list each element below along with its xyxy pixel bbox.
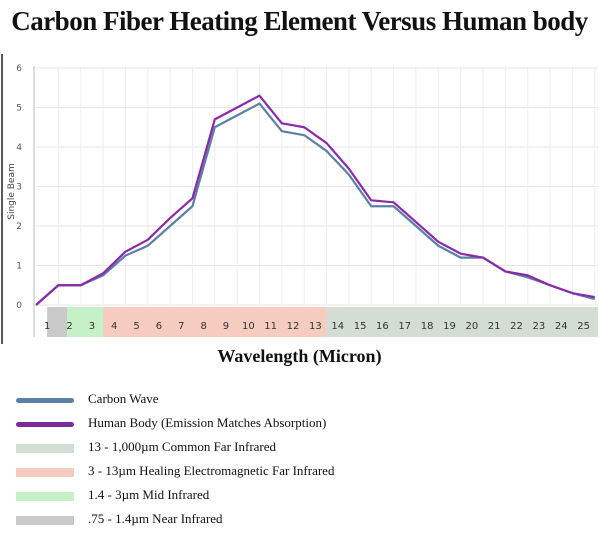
legend-label: Carbon Wave	[88, 391, 159, 406]
x-tick-label: 18	[421, 321, 434, 332]
x-tick-label: 25	[577, 321, 590, 332]
band-1	[67, 307, 104, 337]
legend-swatch	[16, 468, 74, 477]
chart-series	[35, 94, 596, 306]
x-tick-label: 10	[242, 321, 255, 332]
x-axis-label: Wavelength (Micron)	[217, 346, 382, 366]
y-tick-label: 1	[16, 262, 22, 272]
x-tick-label: 20	[465, 321, 478, 332]
legend-swatch	[16, 422, 74, 427]
x-tick-label: 6	[156, 321, 162, 332]
y-axis-label: Single Beam	[7, 163, 17, 220]
legend-label: 1.4 - 3µm Mid Infrared	[88, 487, 210, 502]
y-tick-label: 4	[16, 143, 22, 153]
x-tick-label: 9	[223, 321, 229, 332]
x-tick-label: 11	[264, 321, 277, 332]
y-tick-label: 2	[16, 222, 22, 232]
chart-title: Carbon Fiber Heating Element Versus Huma…	[11, 6, 588, 36]
legend-swatch	[16, 398, 74, 403]
legend-swatch	[16, 492, 74, 501]
x-tick-label: 15	[354, 321, 367, 332]
x-tick-label: 22	[510, 321, 523, 332]
band-2	[103, 307, 327, 337]
x-tick-label: 3	[89, 321, 95, 332]
chart-grid	[36, 66, 598, 306]
x-tick-label: 21	[488, 321, 501, 332]
series-line-1	[35, 94, 595, 306]
legend-label: 13 - 1,000µm Common Far Infrared	[88, 439, 277, 454]
x-tick-label: 2	[66, 321, 72, 332]
x-tick-label: 14	[331, 321, 344, 332]
x-tick-label: 1	[44, 321, 50, 332]
x-tick-label: 17	[398, 321, 411, 332]
x-tick-label: 19	[443, 321, 456, 332]
legend-label: Human Body (Emission Matches Absorption)	[88, 415, 327, 430]
legend-label: 3 - 13µm Healing Electromagnetic Far Inf…	[88, 463, 335, 478]
x-tick-label: 8	[200, 321, 206, 332]
series-line-0	[35, 102, 596, 306]
x-tick-label: 7	[178, 321, 184, 332]
legend-swatch	[16, 516, 74, 525]
x-tick-label: 23	[533, 321, 546, 332]
chart-axes	[1, 54, 35, 344]
y-tick-label: 0	[16, 301, 22, 311]
x-tick-label: 5	[133, 321, 139, 332]
x-tick-label: 12	[287, 321, 300, 332]
y-tick-label: 6	[16, 64, 22, 74]
wavelength-bands	[47, 307, 598, 337]
band-0	[47, 307, 68, 337]
y-tick-label: 3	[16, 183, 22, 193]
x-tick-label: 16	[376, 321, 389, 332]
x-tick-label: 4	[111, 321, 117, 332]
band-3	[326, 307, 598, 337]
legend-swatch	[16, 444, 74, 453]
x-tick-label: 13	[309, 321, 322, 332]
legend-label: .75 - 1.4µm Near Infrared	[88, 511, 223, 526]
y-tick-label: 5	[16, 104, 22, 114]
x-tick-label: 24	[555, 321, 568, 332]
